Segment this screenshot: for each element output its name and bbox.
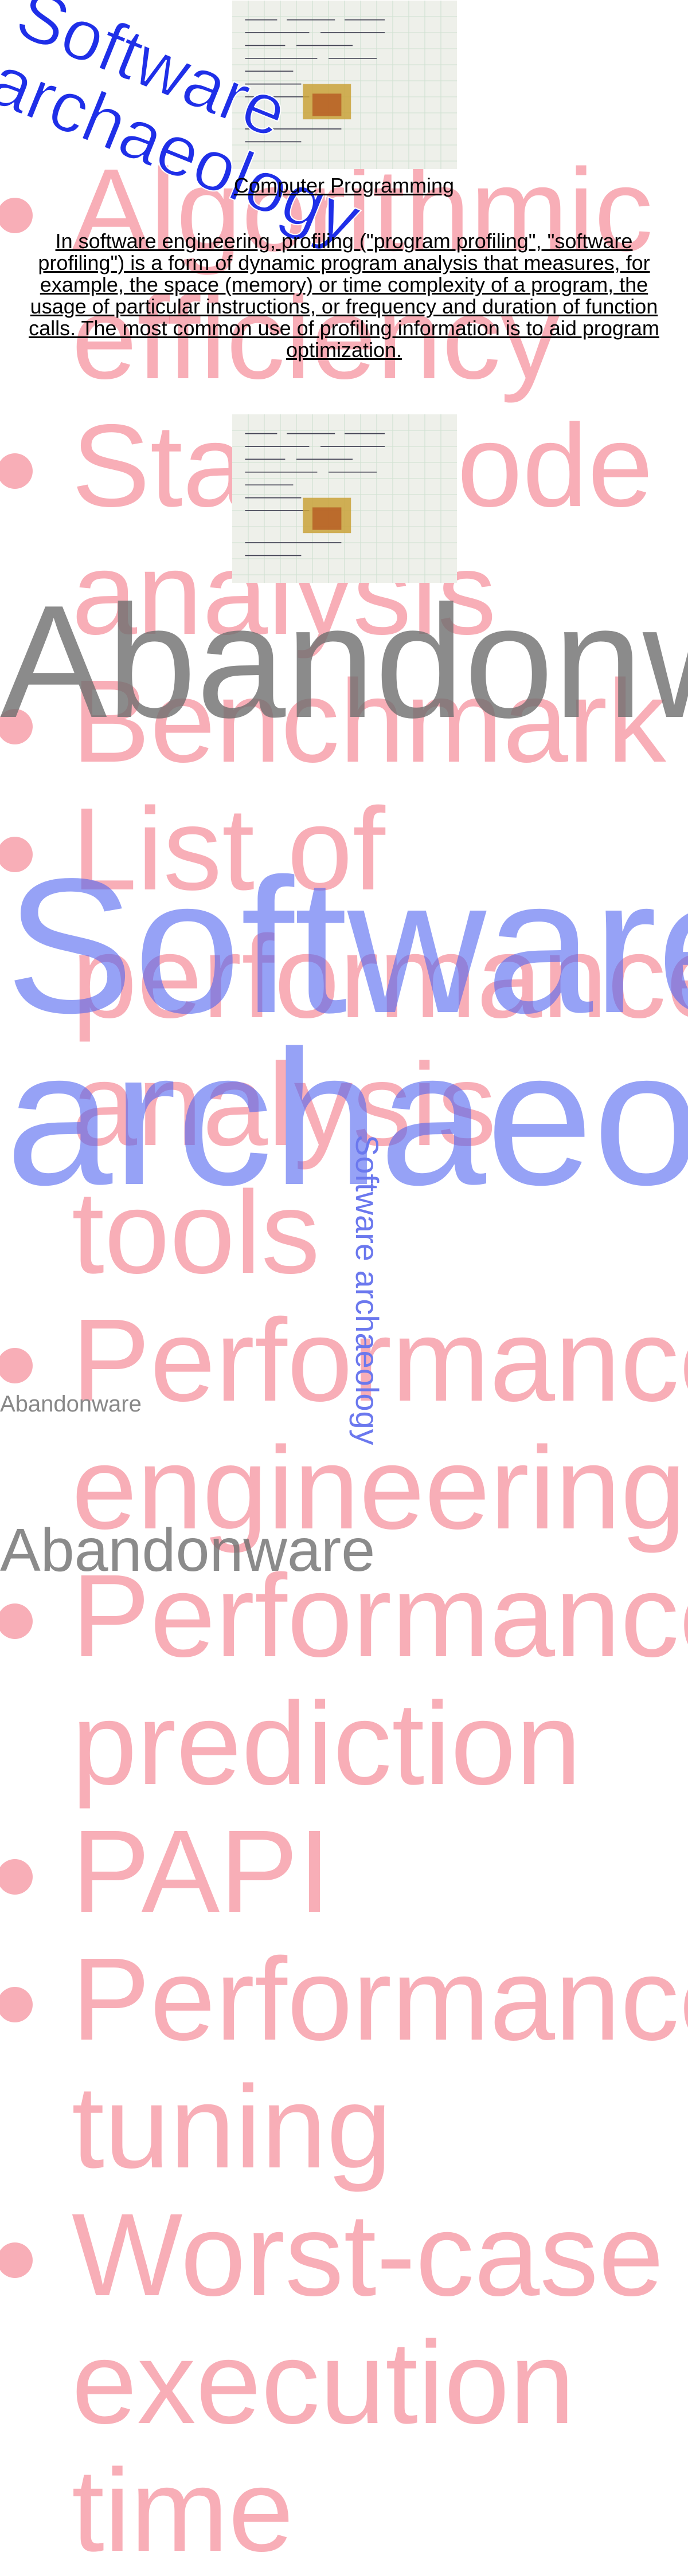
- notebook-image: [232, 414, 457, 583]
- paragraph: In software engineering, profiling ("pro…: [29, 229, 659, 362]
- list-item: Performance tuning: [72, 1935, 688, 2191]
- big-gray-text: Abandonware: [0, 573, 688, 751]
- list-item: List of performance analysis tools: [72, 785, 688, 1296]
- page: Algorithmic efficiencyStatic code analys…: [0, 0, 688, 2509]
- list-item: Performance prediction: [72, 1552, 688, 1807]
- heading: Computer Programming: [233, 174, 455, 197]
- list-item: Worst-case execution time: [72, 2191, 688, 2574]
- list-item: Benchmark: [72, 657, 688, 785]
- list-item: Performance engineering: [72, 1296, 688, 1552]
- medium-gray-text: Abandonware: [0, 1516, 376, 1584]
- list-item: PAPI: [72, 1807, 688, 1935]
- small-gray-text: Abandonware: [0, 1391, 142, 1417]
- notebook-image: [232, 0, 457, 169]
- big-blue-text: Software archaeology: [6, 838, 688, 1225]
- vertical-text: Software archaeology: [349, 1135, 385, 1445]
